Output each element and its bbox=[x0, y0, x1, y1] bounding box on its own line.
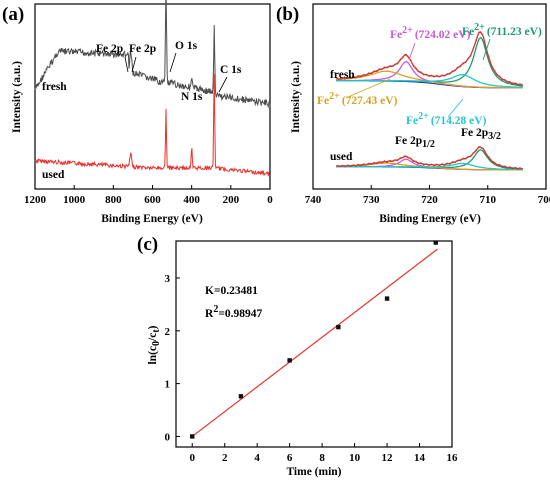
panel-c-points bbox=[190, 240, 438, 439]
panel-b-x-tick-label: 720 bbox=[421, 194, 438, 206]
panel-c-y-tick-label: 0 bbox=[165, 431, 171, 443]
panel-c-x-tick-label: 8 bbox=[319, 452, 325, 464]
panel-a-fresh-label: fresh bbox=[42, 81, 67, 93]
panel-c-x-tick-label: 10 bbox=[349, 452, 361, 464]
panel-b-x-tick-label: 740 bbox=[305, 194, 322, 206]
data-point bbox=[287, 358, 292, 363]
panel-a-y-label: Intensity (a.u.) bbox=[11, 61, 23, 133]
panel-c-y-tick-label: 2 bbox=[165, 326, 171, 338]
panel-b-letter: (b) bbox=[276, 4, 299, 25]
panel-b-y-label: Intensity (a.u.) bbox=[290, 61, 302, 133]
fit-k-text: K=0.23481 bbox=[205, 285, 258, 297]
panel-b-comp-711-pointer bbox=[482, 38, 491, 61]
panel-b-comp-724-label: Fe2+ (724.02 eV) bbox=[390, 25, 471, 41]
panel-b-comp-724-pointer bbox=[408, 42, 416, 61]
panel-b-fresh-component-714.28 bbox=[336, 74, 523, 88]
panel-b-comp-714-pointer bbox=[447, 98, 464, 118]
panel-b-fresh-component-711.23 bbox=[336, 36, 523, 87]
panel-b-used-label: used bbox=[330, 151, 353, 163]
panel-b-comp-714-label: Fe2+ (714.28 eV) bbox=[406, 111, 487, 127]
data-point bbox=[238, 394, 244, 399]
panel-b-fresh-envelope-line bbox=[336, 30, 523, 86]
panel-a-x-tick-label: 400 bbox=[183, 194, 200, 206]
panel-a-o1s-pointer bbox=[169, 52, 177, 73]
panel-a-x-label: Binding Energy (eV) bbox=[101, 213, 203, 225]
panel-a-letter: (a) bbox=[2, 4, 24, 25]
panel-a-o1s-label: O 1s bbox=[175, 40, 198, 52]
panel-a-fe2p-pointer-2 bbox=[131, 56, 137, 73]
panel-b-x-ticks: 740 730 720 710 700 bbox=[305, 185, 550, 206]
data-point bbox=[336, 324, 341, 330]
panel-a-n1s-label: N 1s bbox=[181, 91, 203, 103]
panel-c-x-tick-label: 6 bbox=[287, 452, 293, 464]
panel-c-y-label: ln(c0/ct) bbox=[147, 325, 162, 364]
panel-c-x-tick-label: 0 bbox=[189, 452, 195, 464]
panel-c-frame bbox=[175, 240, 453, 448]
panel-a-used-label: used bbox=[42, 169, 65, 181]
panel-a-used-line bbox=[34, 73, 271, 177]
panel-a-x-tick-label: 800 bbox=[105, 194, 122, 206]
panel-b-used-component-714.28 bbox=[336, 162, 523, 171]
panel-c-x-tick-label: 16 bbox=[447, 452, 459, 464]
panel-c-y-tick-label: 1 bbox=[165, 379, 171, 391]
panel-a-c1s-pointer bbox=[218, 76, 228, 93]
panel-a-x-tick-label: 600 bbox=[144, 194, 161, 206]
data-point bbox=[190, 434, 195, 439]
panel-c-x-tick-label: 12 bbox=[382, 452, 394, 464]
panel-a-fe2p-label-2: Fe 2p bbox=[129, 43, 156, 55]
panel-a-c1s-label: C 1s bbox=[220, 64, 242, 76]
panel-a-fresh-line bbox=[34, 0, 271, 109]
panel-a-x-tick-label: 1000 bbox=[63, 194, 86, 206]
fit-line bbox=[191, 248, 438, 437]
panel-b-comp-727-label: Fe2+ (727.43 eV) bbox=[317, 91, 398, 107]
panel-a-x-ticks: 1200 1000 800 600 400 200 0 bbox=[24, 185, 273, 206]
panel-a-x-tick-label: 1200 bbox=[24, 194, 47, 206]
panel-b-fresh-label: fresh bbox=[330, 69, 355, 81]
panel-b-x-tick-label: 700 bbox=[538, 194, 550, 206]
data-point bbox=[384, 296, 390, 301]
panel-b-x-tick-label: 730 bbox=[363, 194, 380, 206]
panel-b-x-tick-label: 710 bbox=[480, 194, 497, 206]
panel-b-curves bbox=[336, 30, 524, 171]
panel-b-used-raw-line bbox=[336, 145, 524, 170]
panel-c-x-tick-label: 2 bbox=[222, 452, 228, 464]
panel-c-letter: (c) bbox=[137, 234, 158, 255]
panel-a-x-tick-label: 200 bbox=[223, 194, 240, 206]
panel-c-x-tick-label: 4 bbox=[254, 452, 260, 464]
panel-a-fe2p-label-1: Fe 2p bbox=[96, 43, 123, 55]
panel-c-x-tick-label: 14 bbox=[414, 452, 426, 464]
panel-b-p32-label: Fe 2p3/2 bbox=[461, 127, 501, 142]
panel-b: (b) 740730720710700 Binding Energy (eV) … bbox=[276, 3, 550, 225]
panel-a: (a) 1200 1000 800 600 400 200 0 Binding Energy… bbox=[2, 0, 273, 225]
panel-b-comp-727-pointer bbox=[347, 78, 391, 98]
fit-r2-text: R2=0.98947 bbox=[205, 304, 262, 320]
panel-a-x-tick-label: 0 bbox=[267, 194, 273, 206]
panel-a-fe2p-pointer-1 bbox=[124, 56, 129, 73]
panel-b-used-envelope-line bbox=[336, 146, 523, 170]
panel-c-y-tick-label: 3 bbox=[165, 273, 171, 285]
panel-b-p12-label: Fe 2p1/2 bbox=[395, 135, 435, 150]
panel-b-x-label: Binding Energy (eV) bbox=[379, 213, 481, 225]
data-point bbox=[433, 240, 438, 245]
panel-c-x-label: Time (min) bbox=[286, 466, 341, 478]
panel-b-comp-711-label: Fe2+ (711.23 eV) bbox=[462, 22, 542, 38]
